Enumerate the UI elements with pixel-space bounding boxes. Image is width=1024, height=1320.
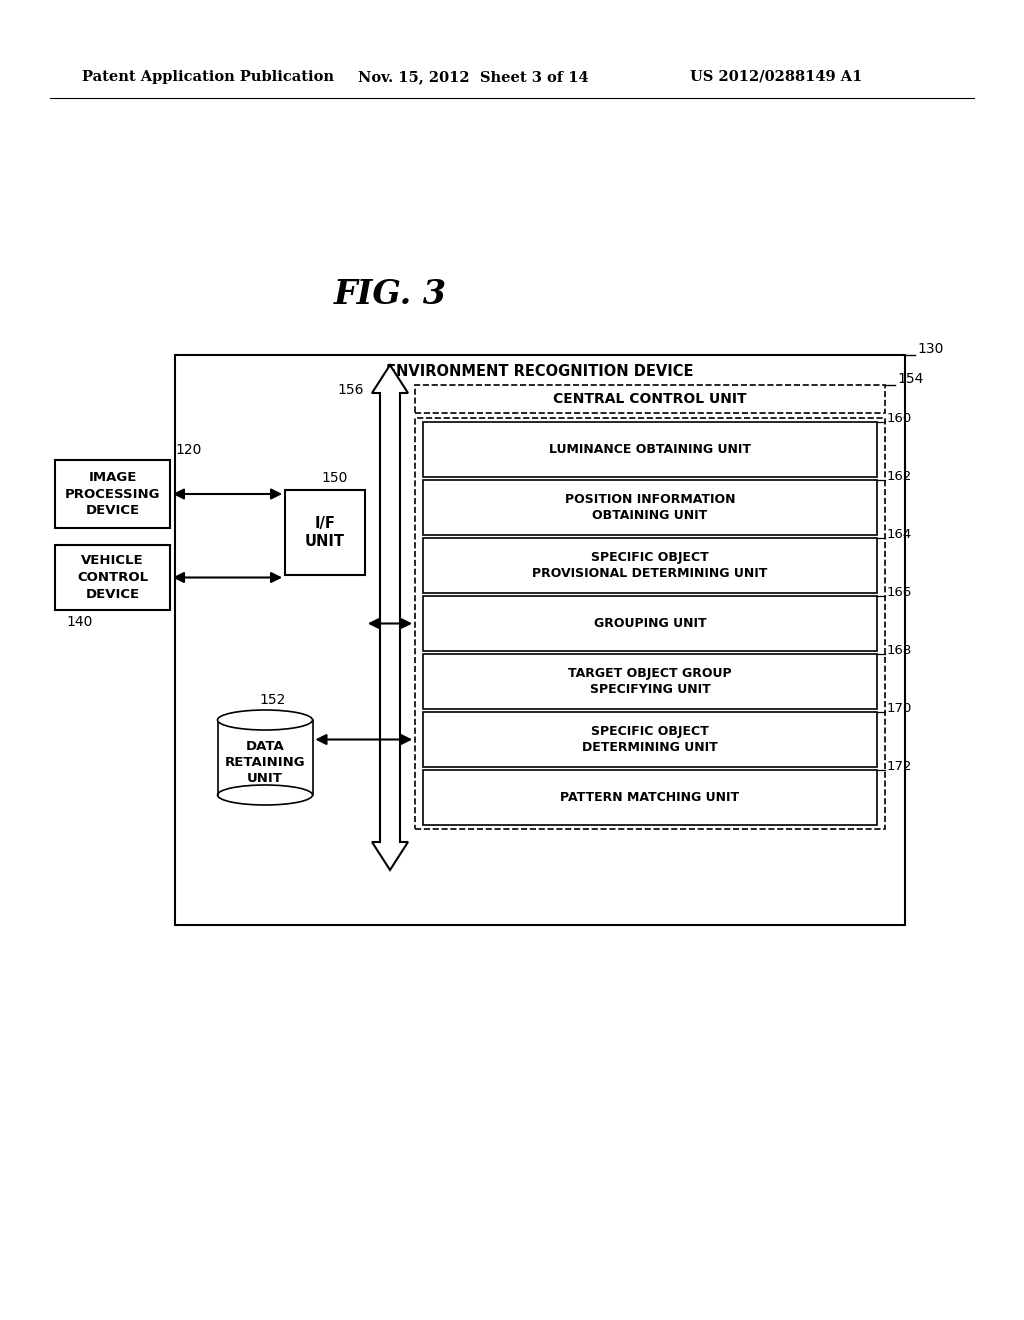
- Text: 168: 168: [887, 644, 912, 656]
- Bar: [423, 711, 877, 767]
- Text: LUMINANCE OBTAINING UNIT: LUMINANCE OBTAINING UNIT: [549, 444, 751, 455]
- Text: IMAGE
PROCESSING
DEVICE: IMAGE PROCESSING DEVICE: [65, 471, 160, 517]
- Text: GROUPING UNIT: GROUPING UNIT: [594, 616, 707, 630]
- Bar: [423, 539, 877, 593]
- Text: 140: 140: [67, 615, 93, 630]
- Text: 162: 162: [887, 470, 912, 483]
- Ellipse shape: [217, 785, 312, 805]
- Text: Nov. 15, 2012  Sheet 3 of 14: Nov. 15, 2012 Sheet 3 of 14: [358, 70, 589, 84]
- Bar: [175, 355, 905, 925]
- Text: 156: 156: [338, 383, 364, 397]
- Text: 164: 164: [887, 528, 912, 540]
- Bar: [55, 545, 170, 610]
- Ellipse shape: [217, 710, 312, 730]
- Text: TARGET OBJECT GROUP
SPECIFYING UNIT: TARGET OBJECT GROUP SPECIFYING UNIT: [568, 667, 732, 696]
- Text: POSITION INFORMATION
OBTAINING UNIT: POSITION INFORMATION OBTAINING UNIT: [565, 492, 735, 523]
- Text: DATA
RETAINING
UNIT: DATA RETAINING UNIT: [224, 739, 305, 785]
- Bar: [285, 490, 365, 576]
- Bar: [423, 653, 877, 709]
- Text: CENTRAL CONTROL UNIT: CENTRAL CONTROL UNIT: [553, 392, 746, 407]
- Polygon shape: [372, 366, 408, 870]
- Text: Patent Application Publication: Patent Application Publication: [82, 70, 334, 84]
- Bar: [217, 719, 312, 795]
- Text: 166: 166: [887, 586, 912, 598]
- Text: 120: 120: [175, 444, 202, 457]
- Bar: [423, 422, 877, 477]
- Text: US 2012/0288149 A1: US 2012/0288149 A1: [690, 70, 862, 84]
- Text: 152: 152: [260, 693, 286, 708]
- Text: SPECIFIC OBJECT
DETERMINING UNIT: SPECIFIC OBJECT DETERMINING UNIT: [582, 725, 718, 754]
- Text: FIG. 3: FIG. 3: [334, 279, 446, 312]
- Bar: [415, 385, 885, 413]
- Bar: [423, 770, 877, 825]
- Text: 154: 154: [897, 372, 924, 385]
- Text: 150: 150: [322, 471, 348, 484]
- Text: 172: 172: [887, 759, 912, 772]
- Bar: [423, 480, 877, 535]
- Text: SPECIFIC OBJECT
PROVISIONAL DETERMINING UNIT: SPECIFIC OBJECT PROVISIONAL DETERMINING …: [532, 550, 768, 581]
- Text: 160: 160: [887, 412, 912, 425]
- Text: I/F
UNIT: I/F UNIT: [305, 516, 345, 549]
- Text: ENVIRONMENT RECOGNITION DEVICE: ENVIRONMENT RECOGNITION DEVICE: [386, 363, 693, 379]
- Text: 130: 130: [918, 342, 943, 356]
- Bar: [423, 597, 877, 651]
- Text: 170: 170: [887, 701, 912, 714]
- Bar: [55, 459, 170, 528]
- Bar: [415, 418, 885, 829]
- Text: VEHICLE
CONTROL
DEVICE: VEHICLE CONTROL DEVICE: [77, 554, 148, 601]
- Text: PATTERN MATCHING UNIT: PATTERN MATCHING UNIT: [560, 791, 739, 804]
